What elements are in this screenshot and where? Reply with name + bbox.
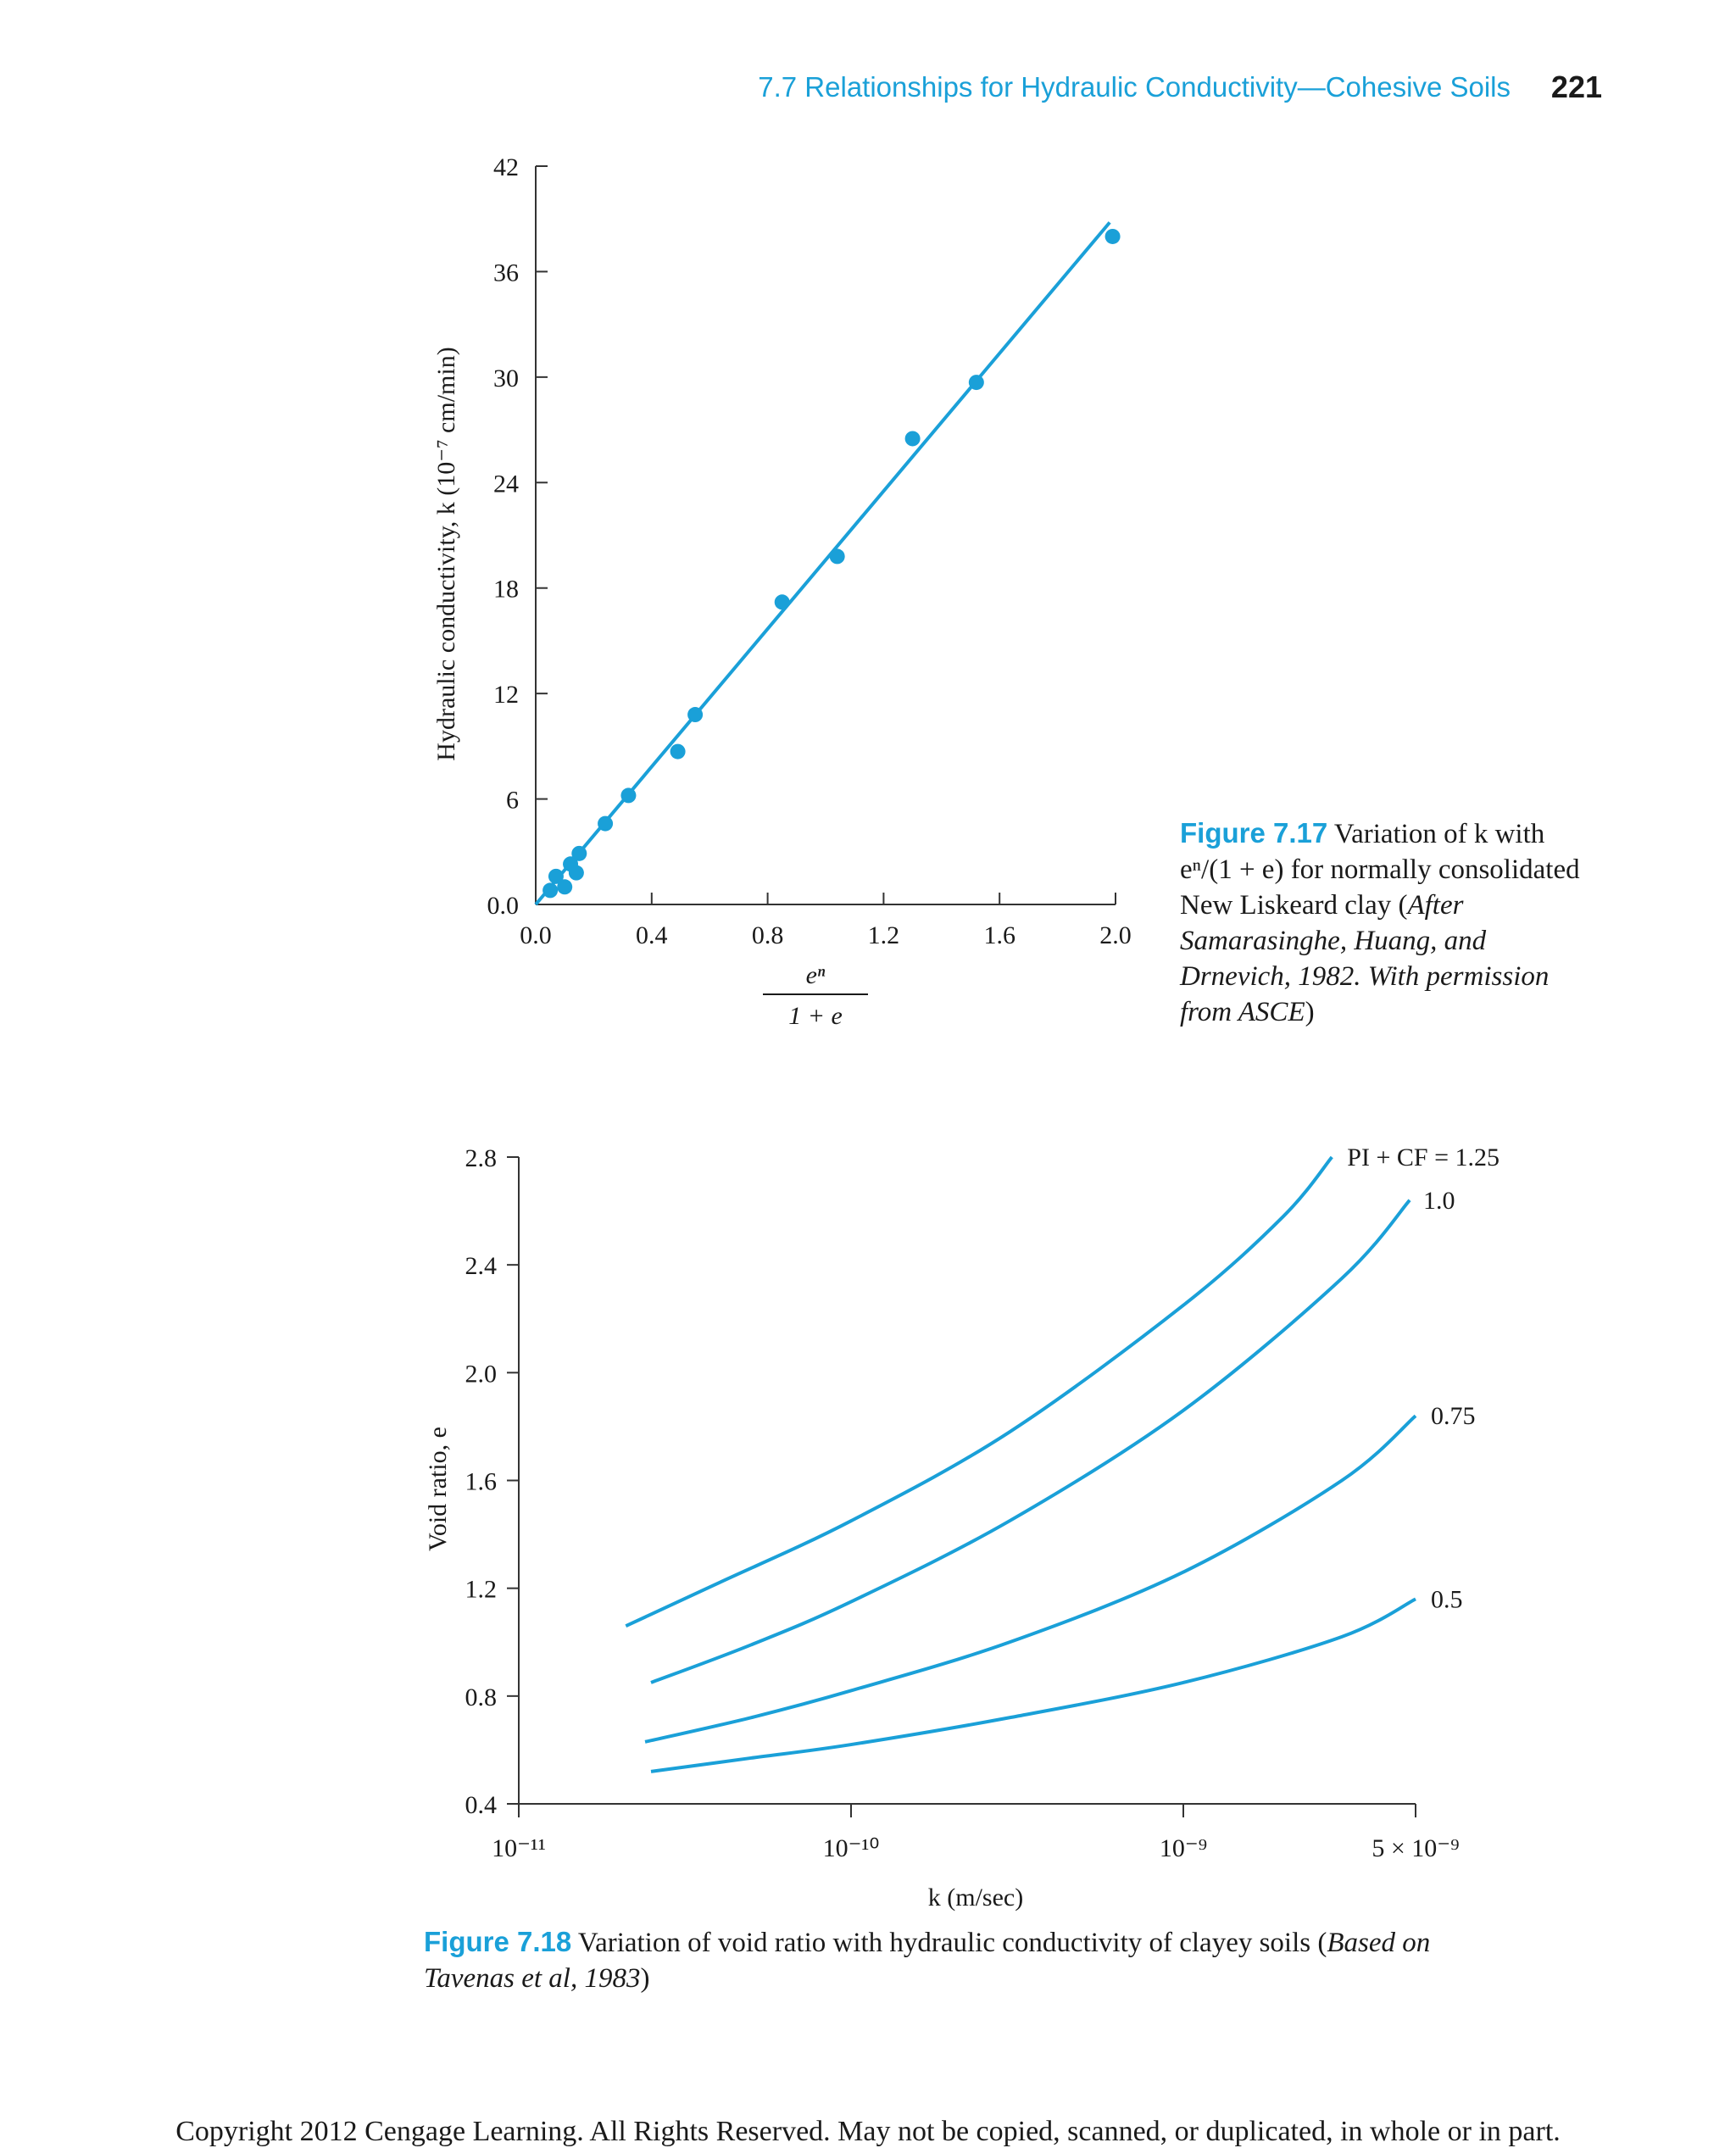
- x-tick-label: 5 × 10⁻⁹: [1372, 1834, 1459, 1862]
- data-point: [774, 594, 790, 610]
- y-tick-label: 18: [493, 576, 519, 604]
- y-tick-label: 0.4: [465, 1791, 498, 1819]
- caption-line5: Drnevich, 1982. With permission: [1180, 961, 1550, 992]
- series-label-2: 0.75: [1431, 1402, 1476, 1430]
- y-tick-label: 1.6: [465, 1468, 498, 1496]
- series-label-3: 0.5: [1431, 1585, 1463, 1613]
- figure-7-17-caption: Figure 7.17 Variation of k with eⁿ/(1 + …: [1180, 815, 1655, 1030]
- figure-7-18-caption-text: Variation of void ratio with hydraulic c…: [577, 1928, 1327, 1958]
- y-axis-label: Hydraulic conductivity, k (10⁻⁷ cm/min): [432, 347, 460, 760]
- page-header: 7.7 Relationships for Hydraulic Conducti…: [0, 70, 1602, 114]
- series-line-1: [650, 1199, 1411, 1684]
- y-tick-label: 2.8: [465, 1144, 498, 1172]
- figure-7-18-caption: Figure 7.18 Variation of void ratio with…: [424, 1924, 1526, 1996]
- x-axis-label-numerator: eⁿ: [806, 961, 826, 989]
- y-tick-label: 36: [493, 259, 519, 287]
- y-tick-label: 2.4: [465, 1252, 498, 1280]
- series-line-3: [650, 1597, 1416, 1773]
- caption-line3-italic: After: [1407, 890, 1464, 921]
- data-point: [568, 865, 584, 881]
- series-line-0: [625, 1155, 1333, 1628]
- figure-7-18-caption-end: ): [640, 1963, 650, 1994]
- series-label-0: PI + CF = 1.25: [1347, 1144, 1500, 1171]
- data-point: [557, 879, 573, 895]
- data-point: [670, 743, 686, 760]
- y-axis-label: Void ratio, e: [424, 1427, 452, 1551]
- running-head: 7.7 Relationships for Hydraulic Conducti…: [758, 71, 1511, 103]
- data-point: [904, 431, 921, 447]
- data-point: [598, 815, 614, 832]
- x-tick-label: 0.8: [752, 921, 784, 949]
- data-point: [1104, 228, 1121, 244]
- caption-line6-end: ): [1305, 997, 1315, 1027]
- x-tick-label: 10⁻¹¹: [492, 1834, 546, 1862]
- x-axis-label: k (m/sec): [928, 1884, 1023, 1911]
- figure-7-17-label: Figure 7.17: [1180, 817, 1328, 849]
- caption-line3: New Liskeard clay (: [1180, 890, 1408, 921]
- y-tick-label: 12: [493, 681, 519, 709]
- x-tick-label: 1.6: [983, 921, 1015, 949]
- data-point: [620, 787, 637, 804]
- data-point: [829, 548, 845, 565]
- x-tick-label: 10⁻⁹: [1160, 1834, 1207, 1862]
- y-tick-label: 24: [493, 470, 519, 498]
- data-point: [542, 882, 559, 899]
- data-point: [548, 868, 564, 884]
- y-tick-label: 6: [506, 787, 519, 815]
- x-tick-label: 1.2: [868, 921, 900, 949]
- x-tick-label: 0.4: [636, 921, 668, 949]
- x-axis-label-denominator: 1 + e: [788, 1002, 843, 1030]
- figure-7-18-caption-italic: Based on Tavenas et al, 1983: [424, 1928, 1431, 1994]
- series-line-2: [644, 1414, 1417, 1744]
- x-tick-label: 10⁻¹⁰: [823, 1834, 880, 1862]
- y-tick-label: 2.0: [465, 1360, 498, 1388]
- y-tick-label: 42: [493, 153, 519, 181]
- caption-line2: eⁿ/(1 + e) for normally consolidated: [1180, 854, 1580, 885]
- series-label-1: 1.0: [1423, 1187, 1455, 1215]
- y-tick-label: 0.8: [465, 1683, 498, 1711]
- caption-line1: Variation of k with: [1333, 819, 1545, 849]
- data-point: [687, 707, 704, 723]
- x-tick-label: 2.0: [1099, 921, 1132, 949]
- y-tick-label: 1.2: [465, 1576, 498, 1604]
- page-number: 221: [1550, 70, 1602, 104]
- caption-line6: from ASCE: [1180, 997, 1305, 1027]
- figure-7-17-scatter-chart: 0.0 6 12 18 24 30 36 42 0.0 0.4 0.8 1.2 1.6 2.0 Hydrau…: [432, 153, 1132, 1030]
- caption-line4: Samarasinghe, Huang, and: [1180, 926, 1487, 956]
- data-point: [968, 375, 984, 391]
- x-tick-label: 0.0: [520, 921, 552, 949]
- figure-7-18-label: Figure 7.18: [424, 1926, 572, 1957]
- copyright-notice: Copyright 2012 Cengage Learning. All Rig…: [175, 2116, 1561, 2147]
- y-tick-label: 30: [493, 364, 519, 392]
- data-point: [571, 845, 587, 861]
- y-tick-label: 0.0: [487, 892, 520, 920]
